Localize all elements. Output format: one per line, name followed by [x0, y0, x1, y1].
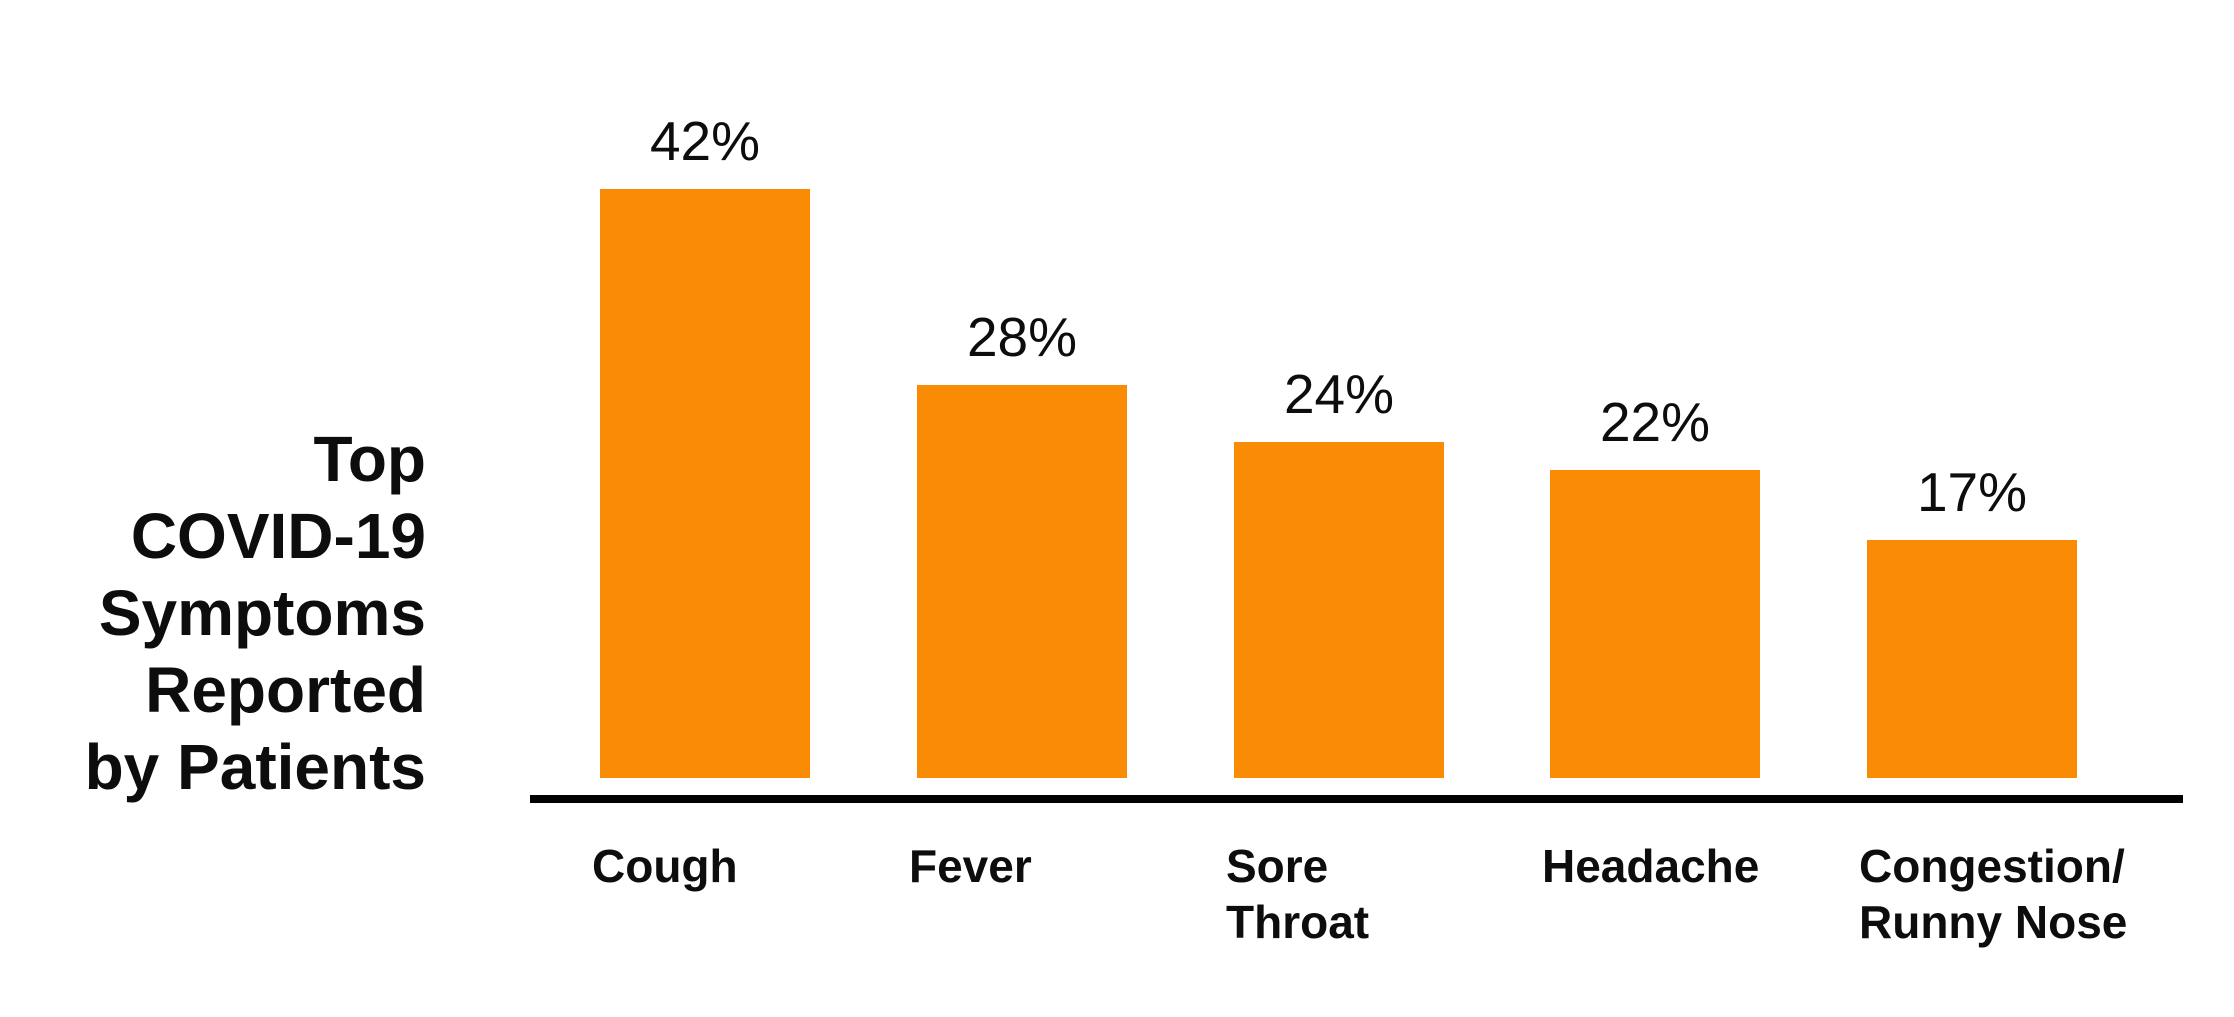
bar-value-label-sore-throat: 24% — [1283, 363, 1395, 425]
x-axis-line — [530, 795, 2183, 803]
category-label-headache: Headache — [1542, 840, 1760, 892]
bar-value-label-headache: 22% — [1599, 391, 1711, 453]
bar-value-label-cough: 42% — [649, 110, 761, 172]
bar-value-label-congestion-runny-nose: 17% — [1916, 461, 2028, 523]
category-label-cough: Cough — [592, 840, 738, 892]
bar-headache — [1550, 470, 1760, 778]
chart-title: Top COVID-19 Symptoms Reported by Patien… — [84, 423, 426, 803]
bar-cough — [600, 189, 810, 778]
bar-congestion-runny-nose — [1867, 540, 2077, 778]
category-label-fever: Fever — [909, 840, 1032, 892]
bar-fever — [917, 385, 1127, 778]
bar-value-label-fever: 28% — [966, 306, 1078, 368]
category-label-congestion-runny-nose: Congestion/ Runny Nose — [1859, 840, 2128, 948]
category-label-sore-throat: Sore Throat — [1226, 840, 1370, 948]
bar-sore-throat — [1234, 442, 1444, 778]
